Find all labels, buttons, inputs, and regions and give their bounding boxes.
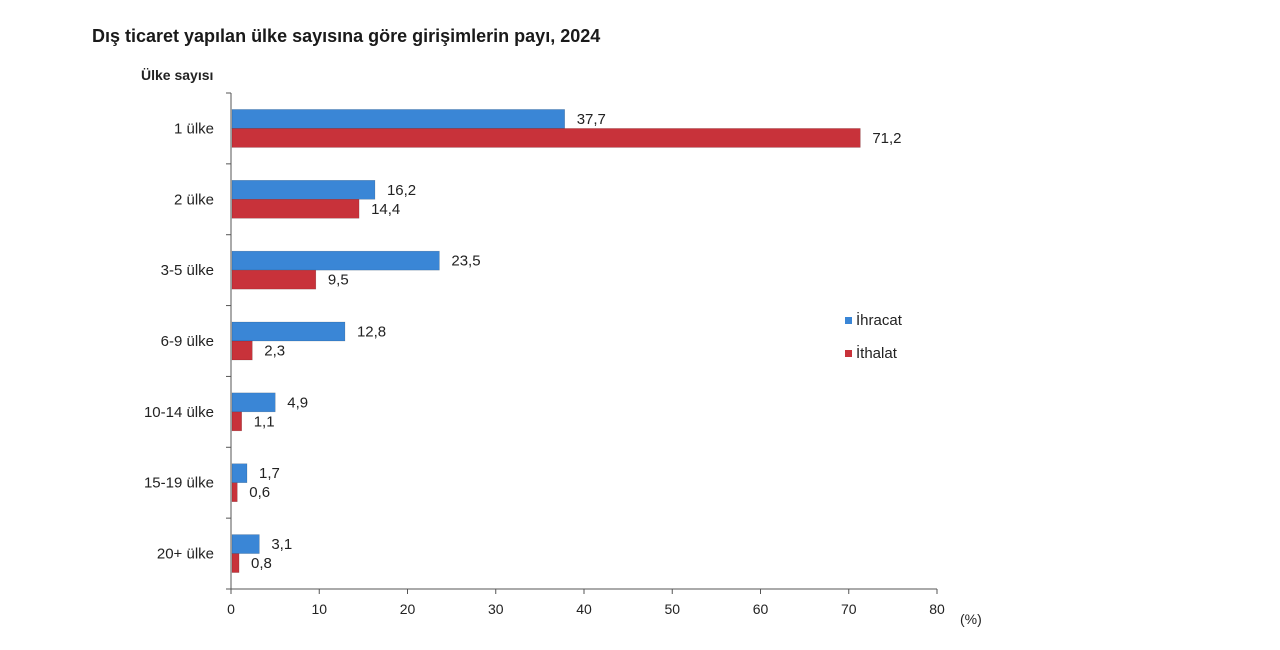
legend-swatch-ithalat (845, 350, 852, 357)
bar-ihracat (231, 109, 565, 129)
x-tick-label: 30 (488, 601, 504, 617)
bar-ihracat (231, 392, 276, 413)
y-axis-title: Ülke sayısı (141, 67, 213, 83)
data-label-ithalat: 0,6 (249, 484, 270, 501)
legend-swatch-ihracat (845, 317, 852, 324)
x-tick-label: 10 (311, 601, 327, 617)
x-tick-label: 20 (400, 601, 416, 617)
legend-label-ithalat: İthalat (856, 344, 898, 362)
legend-label-ihracat: İhracat (856, 311, 903, 329)
data-label-ihracat: 12,8 (357, 324, 386, 341)
data-label-ihracat: 1,7 (259, 465, 280, 482)
bar-ihracat (231, 250, 440, 271)
data-label-ihracat: 3,1 (271, 536, 292, 553)
bar-ihracat (231, 321, 346, 342)
y-category-label: 1 ülke (174, 120, 214, 137)
data-label-ithalat: 9,5 (328, 272, 349, 289)
data-label-ihracat: 37,7 (577, 111, 606, 128)
data-label-ithalat: 1,1 (254, 413, 275, 430)
bar-ithalat (231, 128, 861, 148)
y-category-label: 20+ ülke (157, 546, 214, 563)
x-unit-label: (%) (960, 611, 982, 627)
bar-ihracat (231, 463, 248, 483)
data-label-ihracat: 23,5 (451, 253, 480, 270)
bar-ithalat (231, 411, 242, 432)
chart-title: Dış ticaret yapılan ülke sayısına göre g… (92, 26, 601, 46)
bar-ithalat (231, 269, 317, 290)
x-tick-label: 80 (929, 601, 945, 617)
bar-ihracat (231, 180, 376, 200)
bar-ihracat (231, 534, 260, 554)
data-label-ithalat: 0,8 (251, 555, 272, 572)
x-tick-label: 0 (227, 601, 235, 617)
x-tick-label: 60 (753, 601, 769, 617)
data-label-ihracat: 4,9 (287, 394, 308, 411)
axes: 0 10 20 30 40 50 60 70 80 1 ülke 2 ülke 3-5 ülke 6-9… (144, 92, 945, 617)
data-label-ihracat: 16,2 (387, 182, 416, 199)
y-category-label: 6-9 ülke (161, 333, 214, 350)
data-label-ithalat: 14,4 (371, 201, 400, 218)
bar-ithalat (231, 553, 240, 573)
bars: 37,7 16,2 23,5 12,8 4,9 1,7 3,1 71,2 14,4 9,5 2,3 1… (231, 109, 902, 573)
y-category-label: 3-5 ülke (161, 262, 214, 279)
y-category-label: 10-14 ülke (144, 404, 214, 421)
y-category-label: 2 ülke (174, 191, 214, 208)
x-tick-label: 50 (664, 601, 680, 617)
bar-ithalat (231, 199, 360, 219)
legend: İhracat İthalat (845, 311, 903, 362)
data-label-ithalat: 71,2 (872, 130, 901, 147)
data-label-ithalat: 2,3 (264, 343, 285, 360)
bar-ithalat (231, 482, 238, 502)
x-tick-label: 40 (576, 601, 592, 617)
bar-ithalat (231, 340, 253, 361)
y-category-label: 15-19 ülke (144, 475, 214, 492)
x-tick-label: 70 (841, 601, 857, 617)
